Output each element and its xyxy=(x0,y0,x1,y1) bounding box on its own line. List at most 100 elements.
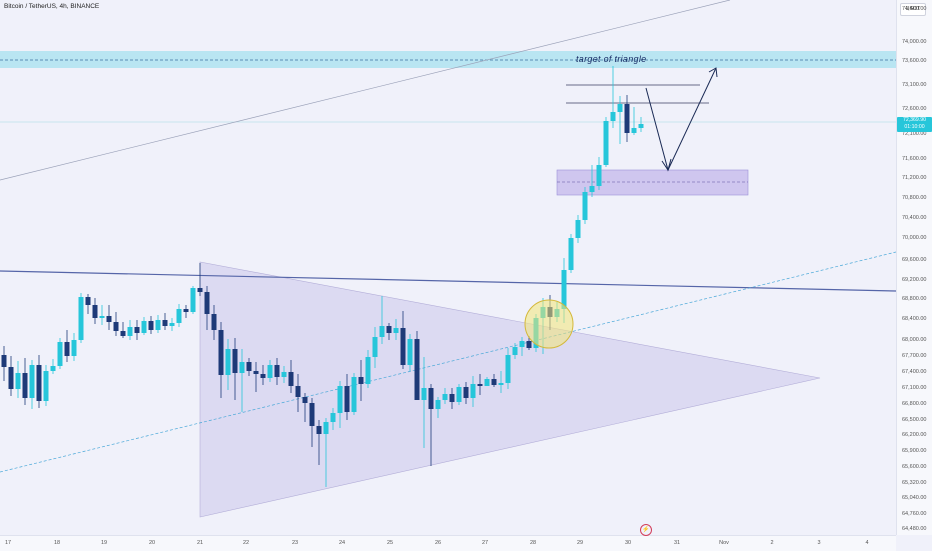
price-label: 69,600.00 xyxy=(902,257,927,263)
candle-bull xyxy=(176,309,182,323)
candle-bull xyxy=(169,323,175,326)
price-label: 71,600.00 xyxy=(902,156,927,162)
candle-bear xyxy=(449,394,455,402)
price-label: 66,200.00 xyxy=(902,432,927,438)
candle-bear xyxy=(1,355,7,367)
price-label: 65,600.00 xyxy=(902,464,927,470)
candle-bull xyxy=(575,220,581,238)
price-label: 70,400.00 xyxy=(902,215,927,221)
candle-bull xyxy=(435,400,441,409)
support-trendline xyxy=(0,251,896,473)
time-label: Nov xyxy=(719,540,729,546)
price-label: 65,900.00 xyxy=(902,448,927,454)
candle-bull xyxy=(470,384,476,398)
candle-bull xyxy=(568,238,574,270)
price-label: 66,800.00 xyxy=(902,401,927,407)
candle-bear xyxy=(358,377,364,384)
time-label: 22 xyxy=(242,540,250,546)
time-label: 19 xyxy=(100,540,108,546)
price-chart[interactable] xyxy=(0,0,896,535)
candle-bull xyxy=(155,320,161,330)
price-label: 65,040.00 xyxy=(902,495,927,501)
time-label: 20 xyxy=(148,540,156,546)
candle-bull xyxy=(225,349,231,375)
candle-bull xyxy=(589,186,595,192)
candle-bull xyxy=(512,347,518,355)
chart-area[interactable] xyxy=(0,0,896,535)
candle-bull xyxy=(99,316,105,318)
target-triangle-label[interactable]: target of triangle xyxy=(576,54,647,64)
time-axis[interactable] xyxy=(0,535,896,551)
bolt-icon[interactable]: ⚡ xyxy=(640,524,652,536)
candle-bull xyxy=(57,342,63,366)
target-zone xyxy=(0,51,896,68)
price-label: 66,500.00 xyxy=(902,417,927,423)
candle-bear xyxy=(36,365,42,401)
candle-bull xyxy=(617,104,623,112)
symbol-title: Bitcoin / TetherUS, 4h, BINANCE xyxy=(4,3,100,10)
time-label: 18 xyxy=(53,540,61,546)
candle-bull xyxy=(267,365,273,378)
candle-bear xyxy=(183,309,189,312)
price-label: 72,100.00 xyxy=(902,131,927,137)
candle-bear xyxy=(197,288,203,292)
currency-selector[interactable]: USDT xyxy=(900,3,926,16)
price-axis[interactable] xyxy=(896,0,932,535)
candle-bear xyxy=(344,386,350,412)
price-label: 73,600.00 xyxy=(902,58,927,64)
time-label: 30 xyxy=(624,540,632,546)
price-label: 67,100.00 xyxy=(902,385,927,391)
time-label: 24 xyxy=(338,540,346,546)
candle-bull xyxy=(190,288,196,312)
candle-bull xyxy=(421,388,427,400)
candle-bull xyxy=(50,366,56,371)
candle-bear xyxy=(386,326,392,333)
time-label: 4 xyxy=(865,540,869,546)
candle-bull xyxy=(505,355,511,383)
time-label: 21 xyxy=(196,540,204,546)
current-price-value: 72,369.90 xyxy=(902,117,927,123)
candle-bull xyxy=(372,337,378,357)
price-label: 69,200.00 xyxy=(902,277,927,283)
candle-bear xyxy=(477,384,483,386)
candle-bull xyxy=(141,321,147,333)
candle-bear xyxy=(491,379,497,385)
candle-bull xyxy=(393,328,399,333)
candle-bull xyxy=(638,124,644,128)
candle-bear xyxy=(204,292,210,314)
time-label: 17 xyxy=(4,540,12,546)
arrow-head-up xyxy=(708,67,718,78)
candle-bear xyxy=(463,387,469,398)
candle-bull xyxy=(442,394,448,400)
candle-bear xyxy=(246,362,252,371)
candle-bull xyxy=(610,112,616,121)
candle-bull xyxy=(596,165,602,186)
candle-bear xyxy=(148,321,154,330)
price-label: 74,400.00 xyxy=(902,6,927,12)
candle-bull xyxy=(127,327,133,336)
candle-bear xyxy=(106,316,112,322)
candle-bear xyxy=(260,374,266,378)
candle-bear xyxy=(85,297,91,305)
candle-bear xyxy=(309,403,315,426)
support-zone xyxy=(556,169,749,196)
candle-bull xyxy=(78,297,84,340)
price-label: 70,800.00 xyxy=(902,195,927,201)
candle-bull xyxy=(71,340,77,356)
candle-bull xyxy=(561,270,567,309)
candle-bull xyxy=(29,365,35,398)
price-label: 68,800.00 xyxy=(902,296,927,302)
time-label: 26 xyxy=(434,540,442,546)
candle-bear xyxy=(428,388,434,409)
current-price-countdown: 01:10:00 xyxy=(904,124,925,130)
candle-bull xyxy=(239,362,245,373)
time-label: 3 xyxy=(817,540,821,546)
price-label: 64,760.00 xyxy=(902,511,927,517)
candle-bear xyxy=(302,397,308,403)
price-label: 65,320.00 xyxy=(902,480,927,486)
candle-bear xyxy=(624,104,630,133)
price-label: 71,200.00 xyxy=(902,175,927,181)
time-label: 23 xyxy=(291,540,299,546)
candle-bear xyxy=(113,322,119,331)
candle-bear xyxy=(400,328,406,365)
